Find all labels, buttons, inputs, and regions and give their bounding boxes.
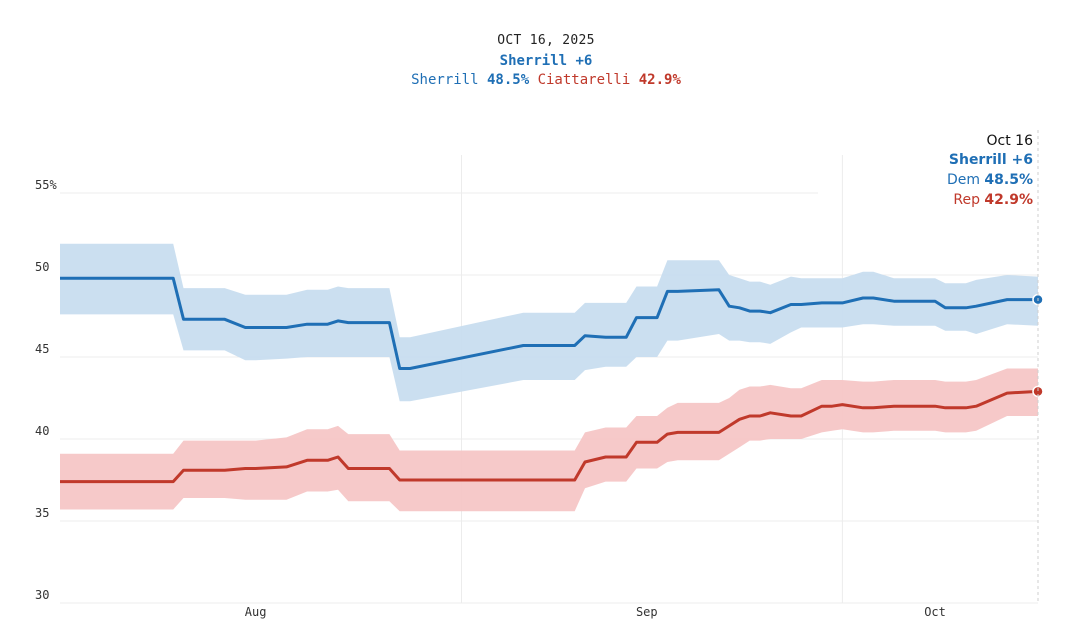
y-tick-label: 45 <box>35 342 49 356</box>
end-label-dem-row: Dem 48.5% <box>947 172 1033 188</box>
end-label-rep: Rep <box>953 192 984 208</box>
header-rep-value: 42.9% <box>638 72 681 88</box>
end-label-lead: Sherrill +6 <box>949 152 1033 168</box>
header-rep-name: Ciattarelli <box>537 72 631 88</box>
x-tick-label: Sep <box>636 605 658 619</box>
x-tick-label: Oct <box>924 605 946 619</box>
end-label-dem-value: 48.5% <box>984 172 1033 188</box>
rep-average-line[interactable] <box>60 389 1039 484</box>
end-label-rep-value: 42.9% <box>984 192 1033 208</box>
y-tick-label: 35 <box>35 506 49 520</box>
end-label-rep-row: Rep 42.9% <box>953 192 1033 208</box>
header-values: Sherrill 48.5% Ciattarelli 42.9% <box>0 72 1092 88</box>
y-tick-label: 55% <box>35 178 57 192</box>
dem-average-line[interactable] <box>60 276 1038 370</box>
end-label-lead-row: Sherrill +6 <box>949 152 1033 168</box>
y-tick-label: 30 <box>35 588 49 602</box>
end-label-date-row: Oct 16 <box>987 133 1034 149</box>
y-tick-label: 50 <box>35 260 49 274</box>
header-lead: Sherrill +6 <box>499 53 593 69</box>
end-label-date: Oct 16 <box>987 133 1034 149</box>
dem-confidence-band <box>60 243 1038 402</box>
y-tick-label: 40 <box>35 424 49 438</box>
rep-confidence-band <box>60 368 1038 512</box>
header-dem-name: Sherrill <box>411 72 479 88</box>
x-tick-label: Aug <box>245 605 267 619</box>
header-dem-value: 48.5% <box>486 72 530 88</box>
end-label-dem: Dem <box>947 172 984 188</box>
header-date: OCT 16, 2025 <box>497 33 595 48</box>
chart-header: OCT 16, 2025 Sherrill +6 Sherrill 48.5% … <box>0 33 1092 88</box>
